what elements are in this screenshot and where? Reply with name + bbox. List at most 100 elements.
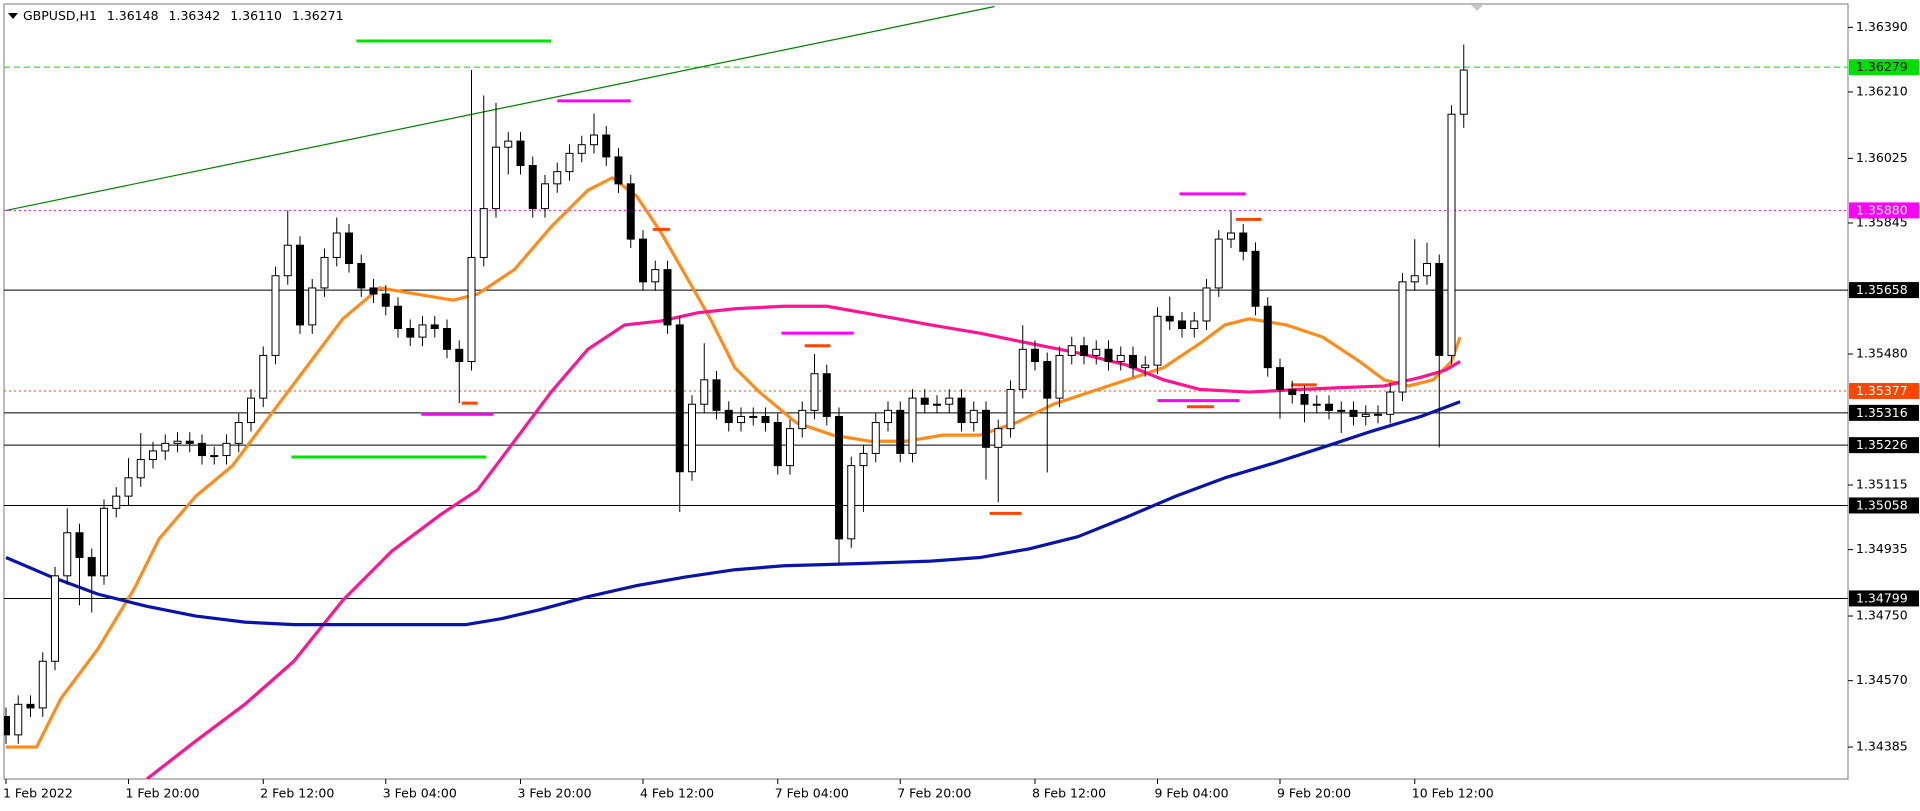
candle-body	[149, 450, 157, 461]
candle-body	[124, 477, 133, 497]
level-label: 1.35880	[1856, 202, 1908, 217]
candle-body	[737, 415, 745, 424]
y-tick-label: 1.34750	[1856, 608, 1908, 623]
candle-body	[1214, 238, 1223, 289]
moving-average	[5, 400, 1461, 627]
axes: 1.363901.362101.360251.358451.354801.351…	[3, 19, 1919, 801]
candle-body	[357, 263, 366, 289]
header: GBPUSD,H1 1.36148 1.36342 1.36110 1.3627…	[23, 8, 344, 23]
candle-body	[957, 397, 966, 424]
candle-body	[4, 716, 10, 736]
candle-body	[259, 354, 268, 399]
level-label: 1.34799	[1856, 590, 1908, 605]
level-label: 1.35316	[1856, 405, 1908, 420]
candle-body	[1459, 69, 1468, 115]
x-tick-label: 9 Feb 20:00	[1277, 786, 1351, 801]
candle-body	[982, 409, 990, 448]
candle-body	[773, 422, 782, 467]
candle-body	[1251, 250, 1260, 307]
candle-body	[14, 703, 23, 736]
candle-body	[835, 415, 843, 540]
candle-body	[1006, 389, 1015, 430]
candle-body	[700, 379, 709, 405]
plot-frame	[3, 3, 1849, 780]
candle-body	[381, 293, 390, 307]
level-label: 1.36279	[1856, 59, 1908, 74]
candle-body	[26, 703, 35, 709]
candle-body	[1312, 403, 1321, 406]
candle-body	[406, 328, 415, 338]
candle-body	[63, 532, 72, 577]
candle-body	[75, 532, 84, 559]
candle-body	[247, 397, 255, 424]
y-tick-label: 1.35115	[1856, 477, 1908, 492]
y-tick-label: 1.34385	[1856, 739, 1908, 754]
candle-body	[394, 305, 402, 330]
candle-body	[602, 134, 611, 158]
y-tick-label: 1.36210	[1856, 83, 1908, 98]
x-tick-label: 7 Feb 20:00	[897, 786, 971, 801]
candle-body	[749, 415, 758, 418]
candle-body	[345, 232, 353, 265]
candle-body	[1202, 287, 1211, 322]
symbol: GBPUSD,H1	[23, 8, 97, 23]
candle-body	[969, 409, 978, 424]
candle-body	[688, 403, 696, 473]
level-box	[1849, 437, 1919, 454]
candle-body	[1374, 413, 1382, 416]
candle-body	[1386, 391, 1395, 415]
candle-body	[1337, 409, 1346, 412]
candle-body	[1227, 232, 1235, 240]
candle-body	[161, 442, 170, 452]
candle-body	[651, 269, 660, 283]
candle-body	[675, 324, 684, 473]
y-tick-label: 1.35480	[1856, 345, 1908, 360]
level-label: 1.35058	[1856, 497, 1908, 512]
candle-body	[173, 440, 182, 444]
y-tick-label: 1.36390	[1856, 19, 1908, 34]
candle-body	[234, 422, 243, 444]
trendline	[5, 5, 995, 211]
level-box	[1849, 282, 1919, 299]
candle-body	[1018, 348, 1027, 391]
level-label: 1.35226	[1856, 437, 1908, 452]
candle-body	[590, 134, 598, 146]
candle-body	[455, 348, 464, 363]
candle-body	[1361, 413, 1370, 417]
level-box	[1849, 202, 1919, 219]
candle-body	[308, 287, 317, 326]
level-box	[1849, 497, 1919, 514]
x-tick-label: 1 Feb 2022	[3, 786, 73, 801]
candle-body	[761, 415, 770, 424]
candle-body	[1325, 403, 1333, 411]
shift-marker	[1471, 5, 1483, 11]
header-close: 1.36271	[292, 8, 344, 23]
level-box	[1849, 382, 1919, 399]
candle-body	[320, 256, 329, 289]
candle-body	[112, 495, 121, 509]
level-box	[1849, 404, 1919, 421]
candle-body	[38, 660, 47, 709]
y-tick-label: 1.34570	[1856, 672, 1908, 687]
candle-body	[933, 403, 941, 406]
candle-body	[712, 379, 721, 411]
candle-body	[516, 140, 525, 167]
candle-body	[479, 208, 488, 258]
candle-body	[1410, 275, 1419, 283]
candle-body	[1190, 320, 1199, 330]
candle-body	[418, 324, 427, 338]
candle-body	[1178, 320, 1186, 330]
header-high: 1.36342	[169, 8, 221, 23]
candle-body	[100, 507, 108, 577]
candle-body	[663, 269, 672, 326]
candle-body	[565, 152, 574, 173]
candle-body	[626, 183, 635, 240]
candle-body	[210, 455, 219, 458]
candle-body	[798, 409, 807, 430]
candle-body	[1092, 348, 1101, 356]
candle-body	[847, 465, 856, 540]
candle-body	[1165, 315, 1174, 322]
candle-body	[1055, 354, 1064, 399]
candle-body	[945, 397, 954, 405]
